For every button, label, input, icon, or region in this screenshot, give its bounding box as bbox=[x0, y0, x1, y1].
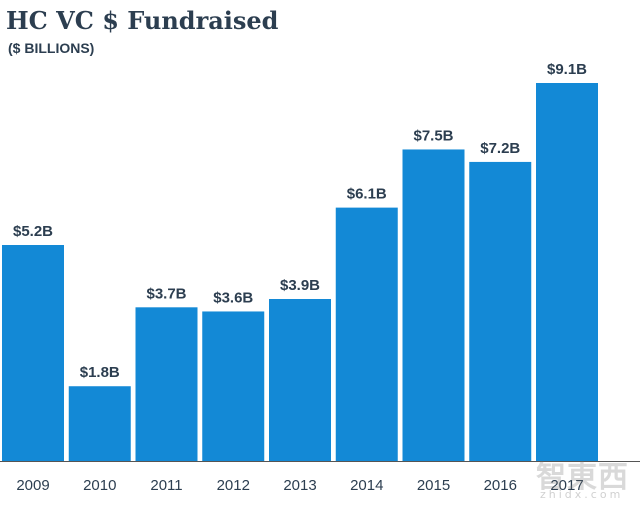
data-label-2011: $3.7B bbox=[146, 285, 186, 302]
x-tick-label-2013: 2013 bbox=[283, 477, 316, 494]
bar-2010 bbox=[68, 386, 131, 461]
x-tick-label-2009: 2009 bbox=[16, 477, 49, 494]
bar-2011 bbox=[135, 307, 198, 461]
x-tick-label-2016: 2016 bbox=[484, 477, 517, 494]
bar-2013 bbox=[269, 299, 331, 461]
x-tick-label-2010: 2010 bbox=[83, 477, 116, 494]
chart-title: HC VC $ Fundraised bbox=[6, 6, 279, 35]
x-tick-label-2014: 2014 bbox=[350, 477, 383, 494]
bar-2014 bbox=[335, 207, 398, 461]
data-label-2010: $1.8B bbox=[80, 364, 120, 381]
data-label-2009: $5.2B bbox=[13, 223, 53, 240]
x-tick-label-2017: 2017 bbox=[550, 477, 583, 494]
bar-2009 bbox=[2, 245, 64, 461]
bar-2015 bbox=[402, 149, 465, 461]
watermark-logo: 智東西 zhidx.com bbox=[536, 452, 636, 504]
bar-2012 bbox=[202, 311, 265, 461]
data-label-2015: $7.5B bbox=[413, 127, 453, 144]
data-label-2016: $7.2B bbox=[480, 140, 520, 157]
x-tick-label-2012: 2012 bbox=[217, 477, 250, 494]
bar-2017 bbox=[536, 83, 598, 461]
bar-2016 bbox=[469, 161, 532, 461]
x-tick-label-2015: 2015 bbox=[417, 477, 450, 494]
watermark-cn-text: 智東西 bbox=[536, 460, 629, 495]
data-label-2012: $3.6B bbox=[213, 289, 253, 306]
data-label-2017: $9.1B bbox=[547, 61, 587, 78]
x-tick-label-2011: 2011 bbox=[150, 477, 182, 494]
data-label-2014: $6.1B bbox=[347, 186, 387, 203]
watermark-url-text: zhidx.com bbox=[540, 488, 624, 501]
data-label-2013: $3.9B bbox=[280, 277, 320, 294]
chart-subtitle: ($ BILLIONS) bbox=[8, 40, 95, 56]
